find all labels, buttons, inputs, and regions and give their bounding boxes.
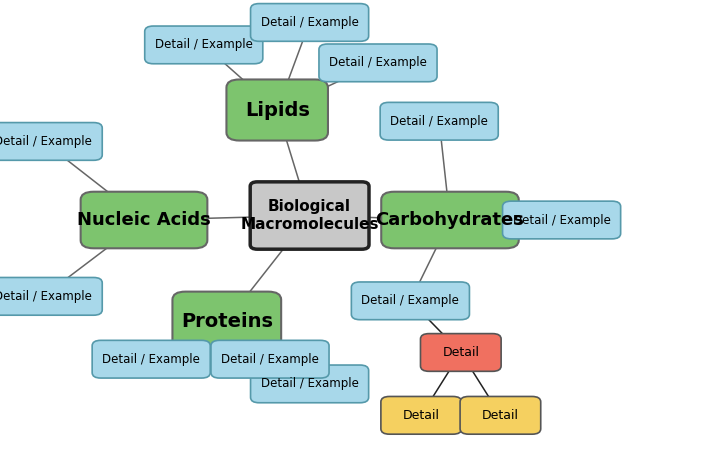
Text: Detail / Example: Detail / Example	[155, 39, 253, 51]
FancyBboxPatch shape	[0, 277, 102, 315]
FancyBboxPatch shape	[92, 340, 210, 378]
Text: Proteins: Proteins	[181, 312, 273, 330]
Text: Detail / Example: Detail / Example	[221, 353, 319, 365]
Text: Detail: Detail	[482, 409, 519, 422]
FancyBboxPatch shape	[319, 44, 437, 82]
Text: Detail / Example: Detail / Example	[261, 16, 359, 29]
FancyBboxPatch shape	[251, 4, 369, 41]
Text: Detail / Example: Detail / Example	[329, 57, 427, 69]
Text: Detail / Example: Detail / Example	[261, 378, 359, 390]
FancyBboxPatch shape	[351, 282, 469, 320]
FancyBboxPatch shape	[173, 292, 282, 350]
Text: Detail / Example: Detail / Example	[102, 353, 200, 365]
Text: Detail / Example: Detail / Example	[361, 295, 459, 307]
FancyBboxPatch shape	[503, 201, 621, 239]
FancyBboxPatch shape	[381, 396, 462, 434]
FancyBboxPatch shape	[382, 192, 518, 248]
FancyBboxPatch shape	[420, 334, 501, 371]
Text: Detail / Example: Detail / Example	[0, 135, 92, 148]
Text: Lipids: Lipids	[245, 101, 310, 119]
Text: Detail / Example: Detail / Example	[0, 290, 92, 303]
Text: Detail / Example: Detail / Example	[513, 214, 611, 226]
Text: Carbohydrates: Carbohydrates	[376, 211, 524, 229]
FancyBboxPatch shape	[251, 182, 369, 249]
FancyBboxPatch shape	[145, 26, 263, 64]
FancyBboxPatch shape	[226, 79, 328, 141]
Text: Biological
Macromolecules: Biological Macromolecules	[240, 199, 379, 232]
Text: Detail / Example: Detail / Example	[390, 115, 488, 128]
FancyBboxPatch shape	[251, 365, 369, 403]
FancyBboxPatch shape	[81, 192, 207, 248]
FancyBboxPatch shape	[211, 340, 329, 378]
Text: Detail: Detail	[402, 409, 440, 422]
FancyBboxPatch shape	[0, 123, 102, 160]
Text: Nucleic Acids: Nucleic Acids	[77, 211, 211, 229]
FancyBboxPatch shape	[460, 396, 541, 434]
FancyBboxPatch shape	[380, 102, 498, 140]
Text: Detail: Detail	[442, 346, 480, 359]
